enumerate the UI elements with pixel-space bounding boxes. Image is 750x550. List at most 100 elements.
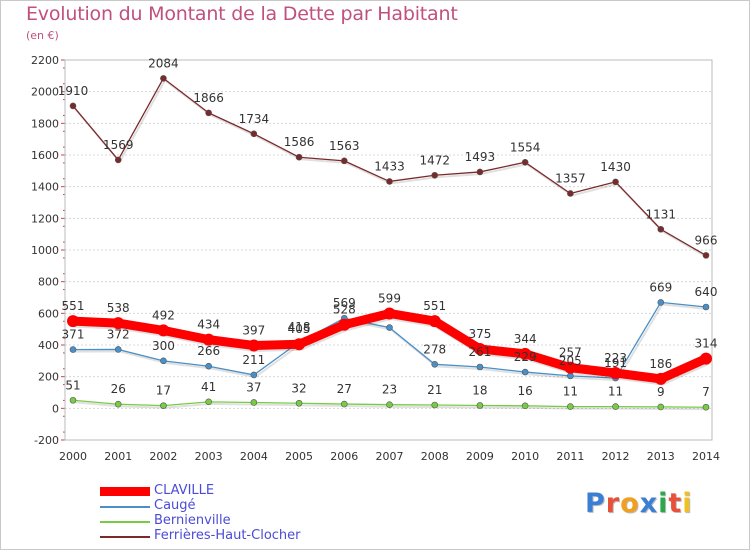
data-label: 9 (657, 385, 665, 399)
data-point (476, 402, 484, 409)
data-label: 492 (152, 308, 175, 322)
data-point (428, 315, 441, 328)
proxiti-logo: Proxiti (585, 488, 693, 519)
data-point (612, 403, 619, 410)
data-label: 538 (107, 301, 130, 315)
data-point (295, 153, 303, 161)
data-label: 372 (107, 327, 130, 341)
plot-area (64, 59, 713, 441)
data-label: 300 (152, 339, 175, 353)
data-point (567, 190, 574, 197)
logo-letter: i (682, 488, 693, 519)
legend-swatch-claville (100, 487, 150, 496)
x-tick-label: 2009 (466, 450, 494, 463)
data-point (114, 156, 122, 164)
y-tick-label: 600 (38, 307, 59, 320)
data-point (386, 178, 393, 185)
legend-swatch-ferrieres (100, 536, 150, 538)
data-label: 418 (288, 320, 311, 334)
data-point (702, 303, 710, 311)
data-point (160, 357, 167, 365)
logo-letter: t (668, 488, 683, 519)
data-label: 551 (423, 299, 446, 313)
logo-letter: i (658, 488, 669, 519)
data-point (114, 400, 122, 408)
data-label: 1430 (600, 160, 631, 174)
data-point (250, 371, 258, 379)
data-label: 229 (514, 350, 537, 364)
data-point (202, 333, 215, 346)
y-tick-label: 1800 (31, 117, 59, 130)
logo-letter: P (585, 488, 606, 519)
data-point (205, 398, 212, 406)
data-label: 211 (242, 353, 265, 367)
y-tick-label: 400 (38, 339, 59, 352)
data-point (69, 102, 77, 110)
data-point (205, 109, 212, 117)
data-label: 26 (111, 382, 126, 396)
data-point (340, 157, 348, 165)
data-point (157, 324, 170, 337)
data-label: 37 (246, 380, 261, 394)
y-tick-label: 2000 (31, 86, 59, 99)
data-label: 2084 (148, 56, 179, 70)
data-point (609, 367, 622, 380)
legend-swatch-bernienville (100, 521, 150, 523)
legend-label-cauge: Caugé (154, 498, 196, 513)
x-tick-label: 2000 (59, 450, 87, 463)
data-label: 397 (242, 323, 265, 337)
data-label: 551 (62, 299, 85, 313)
data-label: 11 (608, 385, 623, 399)
data-label: 528 (333, 303, 356, 317)
data-point (521, 368, 529, 376)
data-label: 1554 (510, 140, 541, 154)
data-point (383, 307, 396, 320)
data-point (69, 396, 77, 404)
data-point (657, 225, 665, 233)
x-tick-label: 2006 (330, 450, 358, 463)
data-label: 278 (423, 342, 446, 356)
legend-label-ferrieres: Ferrières-Haut-Clocher (154, 528, 301, 543)
y-tick-label: 1600 (31, 149, 59, 162)
x-tick-label: 2008 (421, 450, 449, 463)
chart-title: Evolution du Montant de la Dette par Hab… (26, 3, 458, 25)
data-point (519, 347, 532, 360)
data-point (473, 342, 486, 355)
data-label: 314 (695, 337, 718, 351)
data-label: 257 (559, 346, 582, 360)
data-point (654, 372, 667, 385)
y-tick-label: 0 (52, 402, 59, 415)
data-point (160, 75, 167, 82)
x-tick-label: 2007 (376, 450, 404, 463)
data-label: 669 (649, 280, 672, 294)
data-label: 434 (197, 318, 220, 332)
data-label: 21 (427, 383, 442, 397)
data-label: 1357 (555, 171, 586, 185)
data-point (250, 399, 258, 406)
logo-letter: x (639, 488, 659, 519)
x-tick-label: 2012 (602, 450, 630, 463)
data-label: 405 (288, 322, 311, 336)
data-label: 1910 (58, 84, 89, 98)
y-tick-label: 1000 (31, 244, 59, 257)
data-label: 344 (514, 332, 537, 346)
data-label: 191 (604, 356, 627, 370)
data-point (657, 403, 665, 411)
data-label: 23 (382, 383, 397, 397)
data-point (295, 399, 303, 407)
data-label: 261 (468, 345, 491, 359)
data-point (386, 324, 393, 331)
data-label: 1131 (646, 207, 677, 221)
data-point (114, 346, 122, 353)
data-point (700, 352, 712, 365)
y-tick-label: 200 (38, 371, 59, 384)
x-tick-label: 2005 (285, 450, 313, 463)
data-label: 569 (333, 296, 356, 310)
data-point (612, 178, 619, 186)
data-label: 7 (702, 385, 710, 399)
data-label: 966 (695, 233, 718, 247)
data-point (567, 403, 574, 410)
y-tick-label: 1400 (31, 181, 59, 194)
data-point (564, 361, 577, 374)
